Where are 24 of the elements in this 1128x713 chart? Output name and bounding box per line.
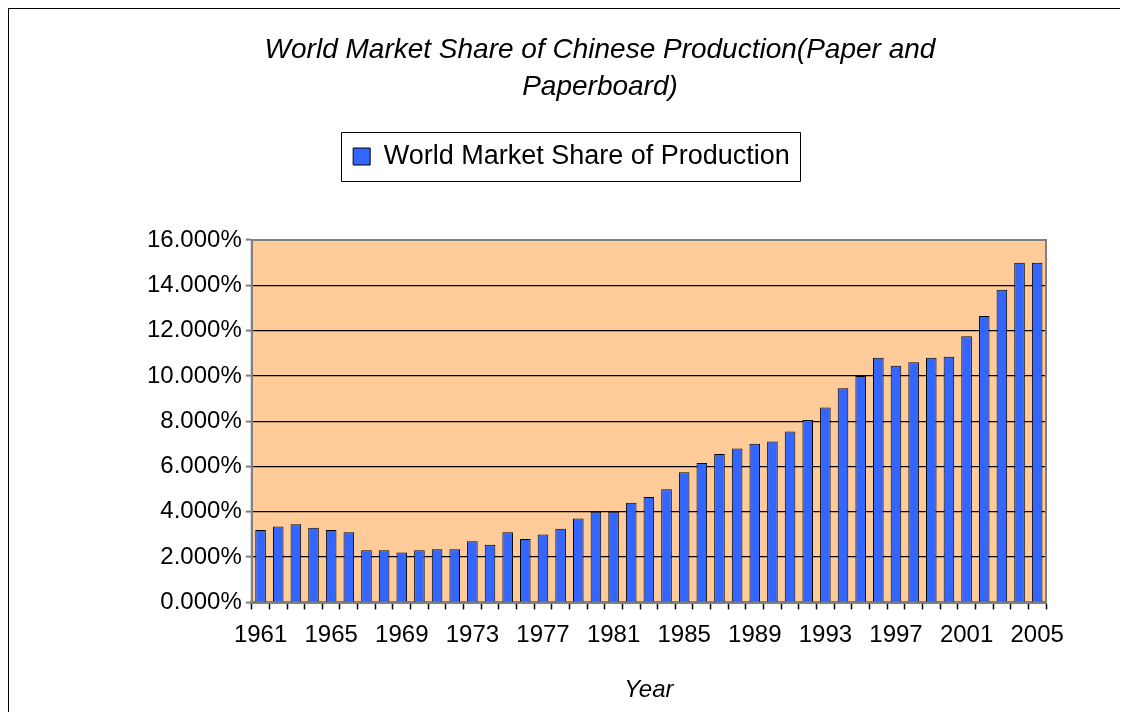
y-tick-label: 8.000%	[160, 405, 242, 433]
y-tick-label: 16.000%	[147, 224, 242, 252]
x-tick-label: 1961	[233, 620, 288, 648]
x-tick-label: 1989	[728, 620, 782, 648]
chart-title: World Market Share of Chinese Production(Paper and Paperboard)	[263, 32, 937, 103]
y-tick-label: 10.000%	[147, 360, 242, 388]
x-tick-label: 1985	[657, 620, 711, 648]
y-tick-label: 14.000%	[147, 269, 242, 297]
y-tick-label: 12.000%	[147, 315, 242, 343]
y-tick-label: 0.000%	[160, 587, 242, 615]
x-tick-label: 1997	[869, 620, 923, 648]
x-tick-label: 1965	[304, 620, 358, 648]
x-axis-title: Year	[624, 675, 675, 703]
x-tick-label: 1973	[445, 620, 500, 648]
x-tick-label: 2001	[939, 620, 994, 648]
y-tick-label: 6.000%	[160, 451, 242, 479]
x-tick-label: 1977	[516, 620, 570, 648]
y-tick-label: 4.000%	[160, 496, 242, 524]
x-tick-label: 1993	[798, 620, 853, 648]
x-tick-label: 1969	[375, 620, 429, 648]
x-tick-label: 2005	[1010, 620, 1064, 648]
x-tick-label: 1981	[586, 620, 641, 648]
y-tick-label: 2.000%	[160, 541, 242, 569]
legend-label: World Market Share of Production	[383, 139, 790, 170]
